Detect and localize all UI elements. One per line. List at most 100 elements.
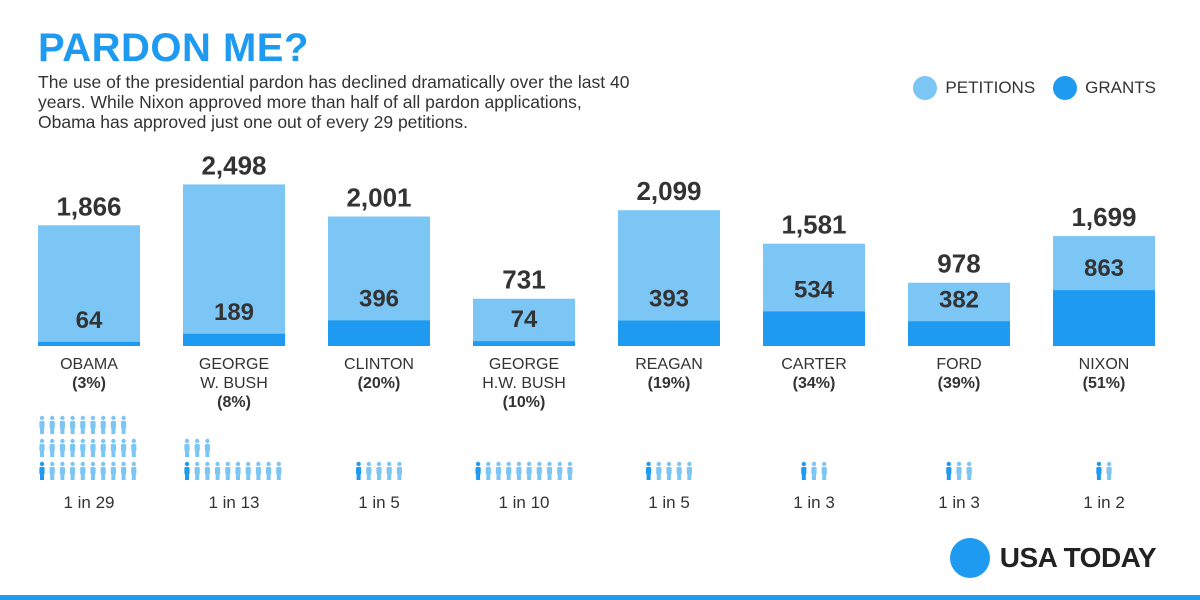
grants-bar [38, 341, 140, 346]
petitions-value-label: 2,001 [346, 183, 411, 213]
petitioner-person-icon [80, 415, 86, 434]
usa-today-logo: USA TODAY [949, 538, 1157, 578]
percent-label: (20%) [358, 375, 401, 392]
granted-person-icon [801, 461, 807, 480]
subtitle: The use of the presidential pardon has d… [38, 72, 630, 132]
percent-label: (19%) [648, 375, 691, 392]
petitioner-person-icon [90, 461, 96, 480]
petitions-value-label: 731 [502, 265, 545, 295]
petitioner-person-icon [506, 461, 512, 480]
granted-person-icon [1096, 461, 1102, 480]
petitions-bar [473, 298, 575, 346]
legend-label-grants: GRANTS [1085, 78, 1156, 97]
petitioner-person-icon [225, 461, 231, 480]
grants-value-label: 189 [214, 299, 254, 326]
granted-person-icon [184, 461, 190, 480]
ratio-label: 1 in 3 [793, 493, 835, 512]
grants-value-label: 382 [939, 286, 979, 313]
petitioner-person-icon [215, 461, 221, 480]
petitioner-person-icon [49, 438, 55, 457]
granted-person-icon [646, 461, 652, 480]
grants-bar [473, 341, 575, 346]
petitioner-person-icon [39, 438, 45, 457]
bottom-rule [0, 595, 1200, 600]
category-label: GEORGE [199, 356, 269, 373]
percent-label: (3%) [72, 375, 106, 392]
percent-label: (8%) [217, 394, 251, 411]
grants-value-label: 74 [511, 306, 538, 333]
petitioner-person-icon [204, 461, 210, 480]
petitioner-person-icon [100, 461, 106, 480]
grants-value-label: 863 [1084, 255, 1124, 282]
petitioner-person-icon [366, 461, 372, 480]
petitioner-person-icon [194, 438, 200, 457]
petitioner-person-icon [121, 415, 127, 434]
ratio-label: 1 in 5 [648, 493, 690, 512]
petitioner-person-icon [396, 461, 402, 480]
petitioner-person-icon [121, 461, 127, 480]
petitioner-person-icon [536, 461, 542, 480]
petitioner-person-icon [656, 461, 662, 480]
granted-person-icon [356, 461, 362, 480]
petitioner-person-icon [110, 415, 116, 434]
petitioner-person-icon [131, 461, 137, 480]
petitioner-person-icon [526, 461, 532, 480]
grants-bar [618, 320, 720, 346]
petitioner-person-icon [376, 461, 382, 480]
ratio-label: 1 in 3 [938, 493, 980, 512]
percent-label: (10%) [503, 394, 546, 411]
petitioner-person-icon [495, 461, 502, 480]
grants-value-label: 64 [76, 307, 103, 334]
legend-label-petitions: PETITIONS [945, 78, 1036, 97]
percent-label: (51%) [1083, 375, 1126, 392]
petitioner-person-icon [90, 438, 96, 457]
petitions-bar [183, 184, 285, 346]
grants-bar [1053, 290, 1155, 346]
petitioner-person-icon [811, 461, 817, 480]
granted-person-icon [475, 461, 481, 480]
grants-bar [328, 320, 430, 346]
category-label: NIXON [1079, 356, 1130, 373]
percent-label: (39%) [938, 375, 981, 392]
ratio-label: 1 in 13 [208, 493, 259, 512]
petitioner-person-icon [184, 438, 190, 457]
percent-label: (34%) [793, 375, 836, 392]
petitions-value-label: 1,699 [1071, 202, 1136, 232]
legend-item-petitions: PETITIONS [913, 76, 1035, 100]
petitioner-person-icon [70, 415, 76, 434]
petitioner-person-icon [110, 438, 116, 457]
category-label: FORD [936, 356, 981, 373]
legend-swatch-grants [1053, 76, 1078, 100]
ratio-label: 1 in 2 [1083, 493, 1125, 512]
petitions-value-label: 2,099 [636, 176, 701, 206]
grants-bar [183, 333, 285, 346]
category-label: CARTER [781, 356, 847, 373]
category-label: OBAMA [60, 356, 118, 373]
petitioner-person-icon [70, 438, 76, 457]
petitioner-person-icon [245, 461, 251, 480]
brand-dot-icon [949, 538, 990, 578]
petitioner-person-icon [686, 461, 692, 480]
petitioner-person-icon [966, 461, 972, 480]
granted-person-icon [946, 461, 952, 480]
petitioner-person-icon [80, 438, 86, 457]
grants-bar [763, 311, 865, 346]
petitioner-person-icon [666, 461, 672, 480]
category-label: CLINTON [344, 356, 414, 373]
petitioner-person-icon [485, 461, 491, 480]
ratio-label: 1 in 29 [63, 493, 114, 512]
ratio-label: 1 in 5 [358, 493, 400, 512]
granted-person-icon [39, 461, 45, 480]
grants-value-label: 393 [649, 286, 689, 313]
petitioner-person-icon [567, 461, 573, 480]
petitioner-person-icon [386, 461, 392, 480]
brand-name: USA TODAY [999, 542, 1157, 573]
petitions-value-label: 1,581 [781, 210, 846, 240]
page-title: PARDON ME? [38, 26, 309, 70]
petitioner-person-icon [194, 461, 200, 480]
category-label: REAGAN [635, 356, 703, 373]
petitions-bar [38, 225, 140, 346]
petitioner-person-icon [121, 438, 127, 457]
petitioner-person-icon [1106, 461, 1112, 480]
